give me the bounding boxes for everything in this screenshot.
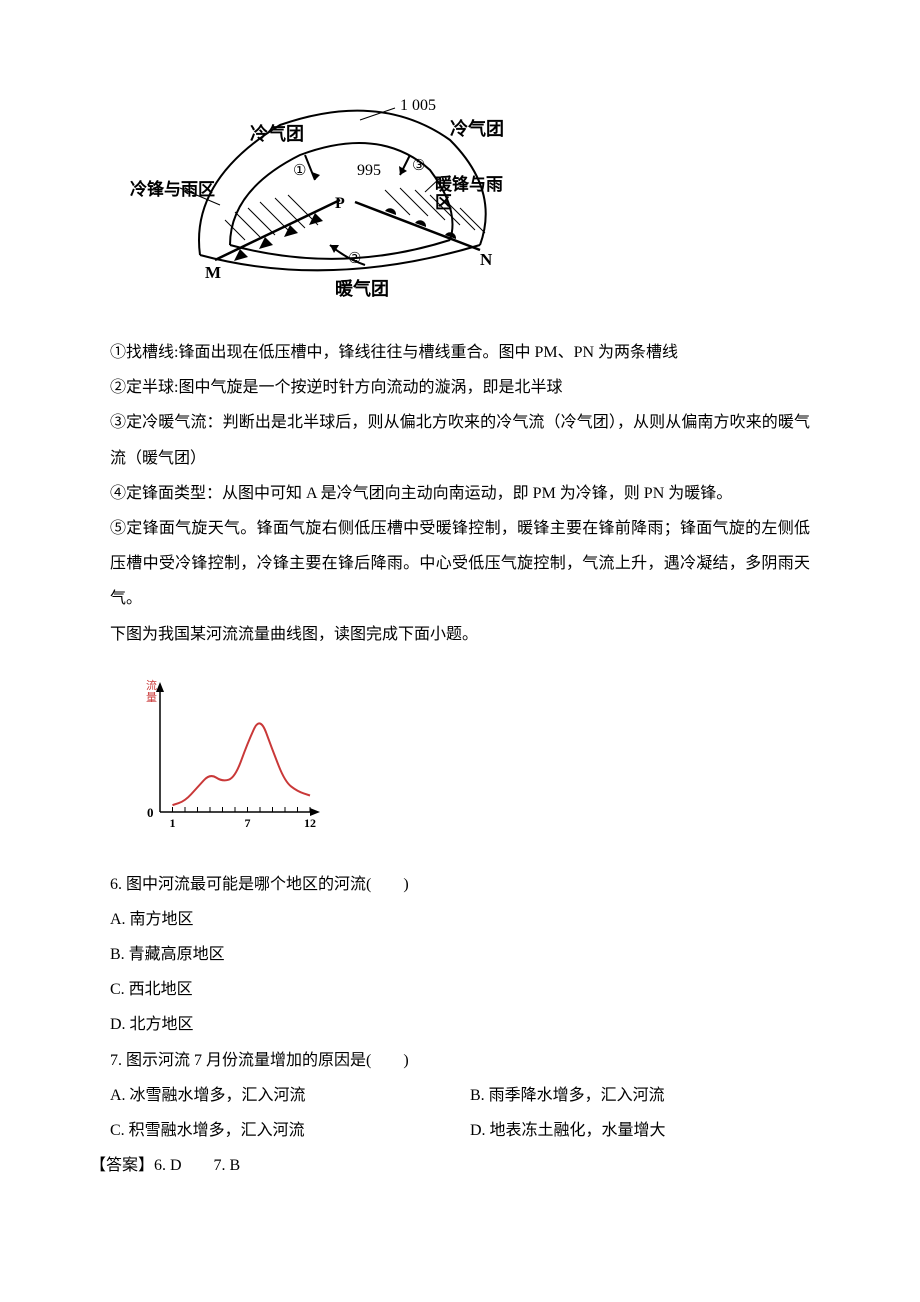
question-7-option-d: D. 地表冻土融化，水量增大: [470, 1113, 810, 1148]
svg-text:量: 量: [146, 691, 157, 704]
answers-text: 【答案】6. D 7. B: [90, 1148, 810, 1183]
point-p-label: P: [335, 195, 345, 212]
cyclone-svg: 1 005 995 冷气团 冷气团 冷锋与雨区 暖锋与雨 区 暖气团 M N P…: [130, 80, 530, 300]
question-6-option-c: C. 西北地区: [110, 972, 810, 1007]
chart-intro-text: 下图为我国某河流流量曲线图，读图完成下面小题。: [110, 617, 810, 652]
circled-1-label: ①: [293, 163, 306, 179]
svg-text:1: 1: [170, 816, 176, 830]
question-6-option-b: B. 青藏高原地区: [110, 937, 810, 972]
explanation-step4: ④定锋面类型：从图中可知 A 是冷气团向主动向南运动，即 PM 为冷锋，则 PN…: [110, 476, 810, 511]
explanation-step3: ③定冷暖气流：判断出是北半球后，则从偏北方吹来的冷气流（冷气团），从则从偏南方吹…: [110, 405, 810, 475]
flow-chart: 0 流 量 1712: [130, 667, 810, 842]
cold-front-rain-label: 冷锋与雨区: [130, 179, 215, 199]
flow-curve-line: [173, 723, 311, 805]
svg-text:0: 0: [147, 805, 154, 820]
circled-3-label: ③: [412, 158, 425, 174]
explanation-step5: ⑤定锋面气旋天气。锋面气旋右侧低压槽中受暖锋控制，暖锋主要在锋前降雨；锋面气旋的…: [110, 511, 810, 617]
pressure-1005-label: 1 005: [400, 97, 436, 114]
y-axis-label: 流: [146, 678, 157, 692]
warm-front-rain-label: 暖锋与雨: [435, 174, 503, 194]
pressure-995-label: 995: [357, 162, 381, 179]
question-7-stem: 7. 图示河流 7 月份流量增加的原因是( ): [110, 1043, 810, 1078]
x-axis-ticks: 1712: [170, 807, 317, 830]
svg-text:区: 区: [435, 193, 452, 212]
explanation-step2: ②定半球:图中气旋是一个按逆时针方向流动的漩涡，即是北半球: [110, 370, 810, 405]
warm-air-label: 暖气团: [335, 278, 389, 299]
explanation-step1: ①找槽线:锋面出现在低压槽中，锋线往往与槽线重合。图中 PM、PN 为两条槽线: [110, 335, 810, 370]
cold-air-left-label: 冷气团: [250, 123, 304, 144]
point-n-label: N: [480, 250, 493, 269]
svg-text:12: 12: [304, 816, 316, 830]
question-7-option-b: B. 雨季降水增多，汇入河流: [470, 1078, 810, 1113]
question-6-stem: 6. 图中河流最可能是哪个地区的河流( ): [110, 867, 810, 902]
question-6-option-a: A. 南方地区: [110, 902, 810, 937]
cyclone-diagram: 1 005 995 冷气团 冷气团 冷锋与雨区 暖锋与雨 区 暖气团 M N P…: [130, 80, 810, 305]
svg-text:7: 7: [245, 816, 251, 830]
cold-air-right-label: 冷气团: [450, 118, 504, 139]
point-m-label: M: [205, 263, 221, 282]
question-6-option-d: D. 北方地区: [110, 1007, 810, 1042]
circled-2-label: ②: [348, 251, 361, 267]
question-7-option-c: C. 积雪融水增多，汇入河流: [110, 1113, 470, 1148]
flow-chart-svg: 0 流 量 1712: [130, 667, 330, 837]
question-7-option-a: A. 冰雪融水增多，汇入河流: [110, 1078, 470, 1113]
